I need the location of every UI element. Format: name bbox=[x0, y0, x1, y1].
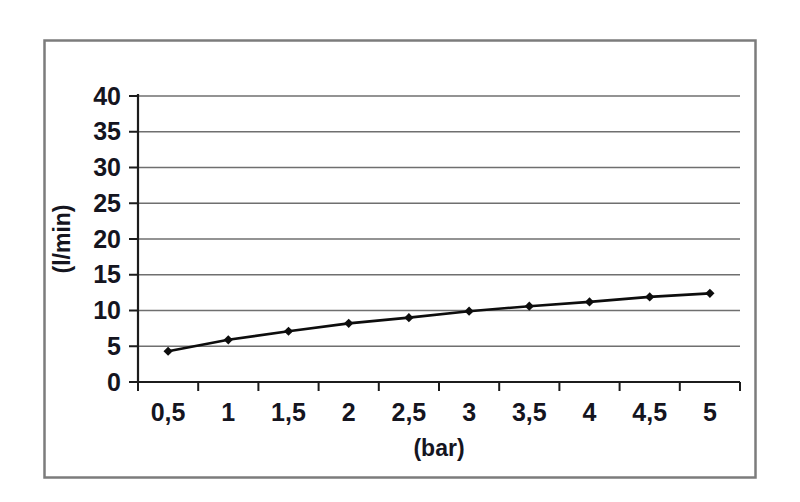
x-tick-label: 3 bbox=[462, 398, 476, 426]
y-tick-label: 20 bbox=[93, 225, 121, 253]
y-tick-label: 35 bbox=[93, 117, 121, 145]
y-tick-label: 25 bbox=[93, 189, 121, 217]
x-tick-label: 5 bbox=[703, 398, 717, 426]
x-axis-title: (bar) bbox=[413, 435, 464, 461]
x-tick-label: 2,5 bbox=[392, 398, 427, 426]
y-tick-label: 0 bbox=[107, 368, 121, 396]
x-tick-label: 2 bbox=[342, 398, 356, 426]
y-tick-label: 30 bbox=[93, 153, 121, 181]
y-tick-label: 10 bbox=[93, 296, 121, 324]
x-tick-label: 1,5 bbox=[271, 398, 306, 426]
y-tick-label: 15 bbox=[93, 260, 121, 288]
y-axis-title: (l/min) bbox=[49, 205, 75, 274]
y-tick-label: 5 bbox=[107, 332, 121, 360]
x-tick-label: 4,5 bbox=[632, 398, 667, 426]
flow-rate-chart: 0 5 10 15 20 25 30 35 40 0,5 1 1,5 2 2,5 3 3,5 4 4,5 5 (bar… bbox=[0, 0, 800, 502]
y-tick-label: 40 bbox=[93, 82, 121, 110]
chart-image: 0 5 10 15 20 25 30 35 40 0,5 1 1,5 2 2,5 3 3,5 4 4,5 5 (bar… bbox=[0, 0, 800, 502]
x-tick-label: 0,5 bbox=[151, 398, 186, 426]
x-tick-label: 1 bbox=[221, 398, 235, 426]
x-tick-label: 3,5 bbox=[512, 398, 547, 426]
x-tick-label: 4 bbox=[583, 398, 597, 426]
